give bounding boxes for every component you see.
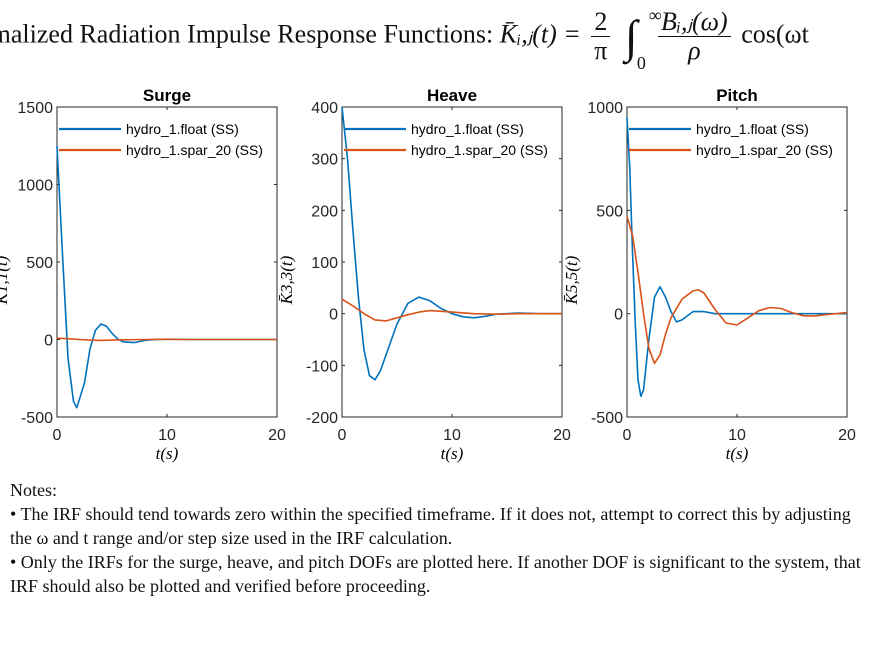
integral-upper-limit: ∞ [648, 4, 662, 25]
plot-area [626, 106, 848, 418]
x-tick-label: 10 [443, 427, 461, 444]
x-tick-label: 0 [53, 427, 62, 444]
y-tick-label: 200 [311, 203, 338, 220]
y-tick-label: 1000 [587, 100, 623, 117]
x-tick-label: 10 [158, 427, 176, 444]
y-tick-label: 400 [311, 100, 338, 117]
subplot-title: Pitch [716, 86, 758, 105]
y-tick-label: -200 [306, 410, 338, 427]
integral-sign: ∫ ∞ 0 [624, 4, 662, 73]
y-tick-label: 0 [44, 333, 53, 350]
title-fraction-2: Bᵢ,ⱼ(ω) ρ [657, 8, 731, 65]
title-fraction-2-numerator: Bᵢ,ⱼ(ω) [657, 8, 731, 37]
y-tick-label: 1000 [17, 178, 53, 195]
legend-label-1: hydro_1.float (SS) [411, 121, 524, 137]
series-line-2 [56, 337, 277, 342]
legend-label-1: hydro_1.float (SS) [126, 121, 239, 137]
x-axis-label: t(s) [726, 444, 749, 463]
plot-area [341, 106, 563, 418]
notes-line-2: • Only the IRFs for the surge, heave, an… [10, 552, 861, 596]
y-tick-label: 500 [26, 255, 53, 272]
title-fraction-1: 2 π [591, 8, 611, 65]
y-tick-label: 0 [614, 307, 623, 324]
y-tick-label: 1500 [17, 100, 53, 117]
x-tick-label: 0 [623, 427, 632, 444]
legend-label-1: hydro_1.float (SS) [696, 121, 809, 137]
legend-label-2: hydro_1.spar_20 (SS) [696, 142, 833, 158]
title-fraction-1-denominator: π [594, 36, 608, 65]
title-prefix: rmalized Radiation Impulse Response Func… [0, 19, 494, 49]
figure-title: rmalized Radiation Impulse Response Func… [0, 4, 809, 73]
series-line-2 [626, 216, 848, 365]
legend-label-2: hydro_1.spar_20 (SS) [411, 142, 548, 158]
y-tick-label: 500 [596, 203, 623, 220]
y-axis-label: K̄5,5(t) [562, 255, 581, 305]
y-tick-label: 100 [311, 255, 338, 272]
y-tick-label: 0 [329, 307, 338, 324]
notes: Notes: • The IRF should tend towards zer… [10, 478, 870, 598]
x-axis-label: t(s) [441, 444, 464, 463]
subplot-title: Heave [427, 86, 477, 105]
y-tick-label: -500 [21, 410, 53, 427]
subplot-title: Surge [143, 86, 191, 105]
title-fraction-1-numerator: 2 [591, 8, 611, 37]
title-fraction-2-denominator: ρ [688, 36, 701, 65]
x-tick-label: 0 [338, 427, 347, 444]
y-tick-label: -100 [306, 358, 338, 375]
y-axis-label: K̄1,1(t) [0, 255, 11, 305]
integral-lower-limit: 0 [636, 52, 646, 73]
title-lhs: K̄ᵢ,ⱼ(t) = [499, 19, 581, 49]
series-line-1 [341, 106, 562, 381]
x-tick-label: 20 [553, 427, 571, 444]
x-tick-label: 20 [838, 427, 856, 444]
y-tick-label: -500 [591, 410, 623, 427]
title-tail: cos(ωt [741, 19, 809, 49]
x-tick-label: 10 [728, 427, 746, 444]
y-tick-label: 300 [311, 152, 338, 169]
x-tick-label: 20 [268, 427, 286, 444]
y-axis-label: K̄3,3(t) [277, 255, 296, 305]
notes-line-1: • The IRF should tend towards zero withi… [10, 504, 851, 548]
series-line-2 [341, 298, 562, 322]
legend-label-2: hydro_1.spar_20 (SS) [126, 142, 263, 158]
x-axis-label: t(s) [156, 444, 179, 463]
notes-heading: Notes: [10, 480, 57, 500]
subplot-heave: -200 -100 0 100 200 300 400 0 10 20 Heave t(s) K̄3,3… [277, 86, 571, 463]
series-line-1 [626, 117, 847, 398]
